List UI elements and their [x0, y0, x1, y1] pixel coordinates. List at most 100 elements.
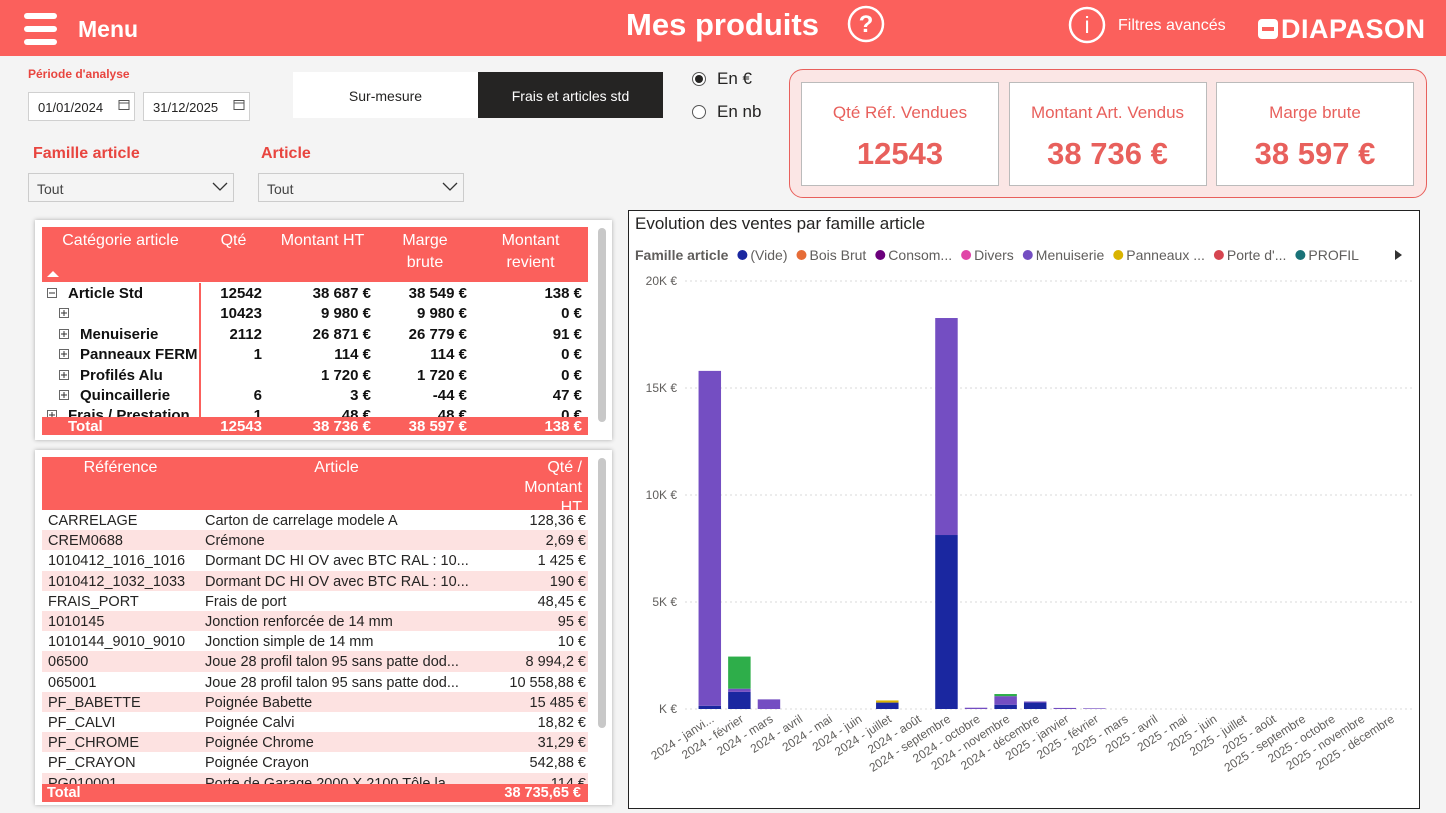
column-divider: [199, 283, 201, 417]
table-row: [42, 691, 588, 712]
legend-label: Menuiserie: [1036, 247, 1105, 263]
cell: PF_CHROME: [48, 735, 140, 752]
bar-segment: [964, 707, 988, 709]
filter-dropdown[interactable]: Tout: [28, 173, 234, 202]
cell: 38 687 €: [312, 285, 371, 302]
bar-segment: [935, 318, 958, 536]
cell: PG010001: [48, 775, 118, 784]
radio-ring: [692, 105, 706, 119]
info-glyph: i: [1084, 12, 1089, 38]
end-date-text: 31/12/2025: [153, 100, 219, 115]
period-label: Période d'analyse: [28, 67, 130, 81]
bar-segment: [876, 702, 899, 709]
cell: 48 €: [341, 407, 371, 417]
table-row: [42, 651, 588, 672]
kpi-value: 38 597 €: [1254, 136, 1376, 171]
scrollbar: [598, 458, 606, 728]
radio-label[interactable]: En €: [717, 69, 752, 88]
column-header: Montant HT: [280, 232, 365, 249]
bar-segment: [728, 688, 751, 692]
cell: 26 779 €: [408, 325, 467, 343]
cell: 114 €: [334, 346, 371, 364]
help-icon[interactable]: ?: [847, 5, 887, 45]
cell: Joue 28 profil talon 95 sans patte dod..…: [205, 654, 459, 671]
menu-label[interactable]: Menu: [78, 16, 139, 42]
column-header: Article: [314, 459, 359, 476]
legend-label: Divers: [974, 247, 1014, 263]
kpi-card: Marge brute 38 597 €: [1216, 82, 1414, 186]
total-cell: 12543: [220, 418, 262, 435]
filter-dropdown[interactable]: Tout: [258, 173, 464, 202]
table-body: CARRELAGE Carton de carrelage modele A 128…: [42, 510, 588, 784]
total-row: [42, 417, 588, 435]
expand-icon: [59, 328, 69, 339]
table-row: [42, 570, 588, 591]
kpi-label: Qté Réf. Vendues: [832, 103, 968, 122]
cell: 2,69 €: [545, 533, 586, 550]
page-title: Mes produits: [626, 7, 819, 42]
expand-icon: [59, 308, 69, 319]
cell: 06500: [48, 654, 89, 671]
bar-segment: [698, 705, 722, 709]
expand-icon: [59, 390, 69, 400]
cell: 128,36 €: [529, 513, 586, 529]
menu-icon[interactable]: [22, 10, 60, 48]
cell: Carton de carrelage modele A: [205, 513, 398, 529]
legend-title: Famille article: [635, 247, 729, 263]
expand-icon: [59, 349, 69, 360]
table-header: [42, 227, 588, 282]
start-date[interactable]: 01/01/2024: [28, 92, 135, 121]
cell: 8 994,2 €: [525, 654, 586, 671]
legend-swatch: [961, 250, 972, 260]
logo: DIAPASON: [1281, 14, 1426, 44]
cell: 1010144_9010_9010: [48, 634, 186, 651]
filter-value: Tout: [267, 181, 294, 197]
cell: 48 €: [437, 407, 467, 417]
table-row: [42, 712, 588, 733]
legend-next[interactable]: [1395, 250, 1402, 260]
advanced-filters[interactable]: Filtres avancés: [1118, 17, 1226, 34]
column-header: Qté / Montant HT: [524, 459, 582, 516]
cell: 1 425 €: [537, 553, 586, 570]
cell: Poignée Chrome: [205, 735, 314, 752]
table-row: [42, 752, 588, 773]
end-date[interactable]: 31/12/2025: [143, 92, 250, 121]
cell: 15 485 €: [529, 694, 586, 711]
bar-segment: [994, 696, 1017, 705]
cell: PF_CALVI: [48, 715, 116, 731]
cell: PF_BABETTE: [48, 694, 141, 711]
table-row: [42, 631, 588, 652]
table-row: [42, 510, 588, 531]
info-icon[interactable]: i: [1068, 6, 1108, 46]
table-row: [42, 550, 588, 571]
cell: Jonction simple de 14 mm: [205, 634, 374, 651]
total-cell: 38 597 €: [408, 418, 467, 435]
cell: 12542: [220, 285, 262, 302]
expand-icon: [59, 369, 69, 380]
bar-segment: [1083, 708, 1106, 709]
legend-label: (Vide): [750, 247, 787, 263]
cell: -44 €: [432, 387, 467, 404]
cell: 10 558,88 €: [509, 674, 586, 691]
cell: 10 €: [557, 634, 586, 651]
kpi-label: Montant Art. Vendus: [1030, 103, 1185, 122]
help-glyph: ?: [859, 11, 874, 38]
bar-segment: [728, 656, 751, 689]
mode-tab[interactable]: Frais et articles std: [478, 72, 663, 118]
y-tick-label: K €: [659, 702, 677, 716]
cell: Poignée Calvi: [205, 715, 295, 731]
total-cell: 138 €: [544, 418, 582, 435]
total-value: 38 735,65 €: [504, 785, 581, 801]
scrollbar: [598, 228, 606, 422]
table-row: [42, 772, 588, 784]
cell: 0 €: [561, 305, 582, 323]
bar-segment: [994, 694, 1017, 697]
row-label: Quincaillerie: [80, 387, 171, 404]
cell: 38 549 €: [408, 285, 467, 302]
kpi-value: 38 736 €: [1047, 136, 1168, 171]
mode-tab[interactable]: Sur-mesure: [293, 72, 478, 118]
radio-label[interactable]: En nb: [717, 102, 762, 121]
bar-segment: [698, 370, 722, 706]
cell: CREM0688: [48, 533, 123, 550]
